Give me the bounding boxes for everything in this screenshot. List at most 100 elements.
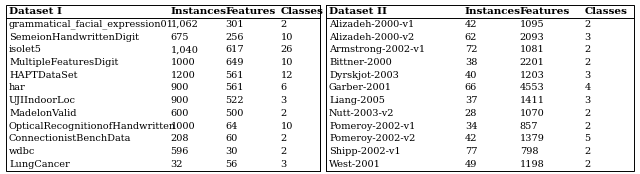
Text: 72: 72 <box>465 45 477 54</box>
Text: SemeionHandwrittenDigit: SemeionHandwrittenDigit <box>9 33 139 42</box>
Text: Features: Features <box>520 7 570 16</box>
Text: 30: 30 <box>225 147 238 156</box>
Bar <box>326 5 634 171</box>
Text: LungCancer: LungCancer <box>9 160 70 169</box>
Text: 900: 900 <box>171 96 189 105</box>
Text: isolet5: isolet5 <box>9 45 42 54</box>
Text: 617: 617 <box>225 45 244 54</box>
Text: 2: 2 <box>280 134 287 143</box>
Text: 10: 10 <box>280 121 293 130</box>
Text: 3: 3 <box>584 96 591 105</box>
Text: 500: 500 <box>225 109 244 118</box>
Text: 798: 798 <box>520 147 538 156</box>
Text: 208: 208 <box>171 134 189 143</box>
Text: Pomeroy-2002-v1: Pomeroy-2002-v1 <box>329 121 415 130</box>
Text: 1095: 1095 <box>520 20 545 29</box>
Text: Shipp-2002-v1: Shipp-2002-v1 <box>329 147 401 156</box>
Text: 1,040: 1,040 <box>171 45 198 54</box>
Text: 32: 32 <box>171 160 183 169</box>
Text: OpticalRecognitionofHandwritten: OpticalRecognitionofHandwritten <box>9 121 176 130</box>
Text: 2: 2 <box>584 109 591 118</box>
Text: 2: 2 <box>584 20 591 29</box>
Text: 64: 64 <box>225 121 238 130</box>
Text: 301: 301 <box>225 20 244 29</box>
Text: 2: 2 <box>280 20 287 29</box>
Text: 34: 34 <box>465 121 477 130</box>
Text: 256: 256 <box>225 33 244 42</box>
Text: Armstrong-2002-v1: Armstrong-2002-v1 <box>329 45 425 54</box>
Text: 561: 561 <box>225 71 244 80</box>
Text: Dataset II: Dataset II <box>329 7 387 16</box>
Text: 6: 6 <box>280 83 287 92</box>
Text: Nutt-2003-v2: Nutt-2003-v2 <box>329 109 394 118</box>
Text: 2: 2 <box>280 109 287 118</box>
Text: 38: 38 <box>465 58 477 67</box>
Text: grammatical_facial_expression01: grammatical_facial_expression01 <box>9 19 174 29</box>
Text: 649: 649 <box>225 58 244 67</box>
Text: 28: 28 <box>465 109 477 118</box>
Text: 2: 2 <box>584 58 591 67</box>
Text: Instances: Instances <box>171 7 227 16</box>
Text: 42: 42 <box>465 20 477 29</box>
Text: 1198: 1198 <box>520 160 545 169</box>
Text: 1070: 1070 <box>520 109 545 118</box>
Text: 522: 522 <box>225 96 244 105</box>
Text: Dyrskjot-2003: Dyrskjot-2003 <box>329 71 399 80</box>
Text: MultipleFeaturesDigit: MultipleFeaturesDigit <box>9 58 118 67</box>
Text: Bittner-2000: Bittner-2000 <box>329 58 392 67</box>
Text: Liang-2005: Liang-2005 <box>329 96 385 105</box>
Text: har: har <box>9 83 26 92</box>
Text: 5: 5 <box>584 134 591 143</box>
Text: 900: 900 <box>171 83 189 92</box>
Text: 1411: 1411 <box>520 96 545 105</box>
Text: ConnectionistBenchData: ConnectionistBenchData <box>9 134 131 143</box>
Text: Alizadeh-2000-v2: Alizadeh-2000-v2 <box>329 33 414 42</box>
Text: 77: 77 <box>465 147 477 156</box>
Text: 42: 42 <box>465 134 477 143</box>
Text: Garber-2001: Garber-2001 <box>329 83 392 92</box>
Text: 2: 2 <box>584 121 591 130</box>
Text: 26: 26 <box>280 45 293 54</box>
Text: 4: 4 <box>584 83 591 92</box>
Bar <box>6 5 320 171</box>
Text: 56: 56 <box>225 160 238 169</box>
Text: 3: 3 <box>584 71 591 80</box>
Text: 4553: 4553 <box>520 83 545 92</box>
Text: 37: 37 <box>465 96 477 105</box>
Text: Classes: Classes <box>280 7 323 16</box>
Text: 10: 10 <box>280 58 293 67</box>
Text: 3: 3 <box>280 160 287 169</box>
Text: 1379: 1379 <box>520 134 545 143</box>
Text: Classes: Classes <box>584 7 627 16</box>
Text: 3: 3 <box>280 96 287 105</box>
Text: 3: 3 <box>584 33 591 42</box>
Text: HAPTDataSet: HAPTDataSet <box>9 71 77 80</box>
Text: 1000: 1000 <box>171 121 195 130</box>
Text: 1200: 1200 <box>171 71 195 80</box>
Text: 40: 40 <box>465 71 477 80</box>
Text: 60: 60 <box>225 134 238 143</box>
Text: 2093: 2093 <box>520 33 545 42</box>
Text: 49: 49 <box>465 160 477 169</box>
Text: 561: 561 <box>225 83 244 92</box>
Text: MadelonValid: MadelonValid <box>9 109 76 118</box>
Text: 66: 66 <box>465 83 477 92</box>
Text: 2: 2 <box>584 160 591 169</box>
Text: 10: 10 <box>280 33 293 42</box>
Text: UJIIndoorLoc: UJIIndoorLoc <box>9 96 76 105</box>
Text: Pomeroy-2002-v2: Pomeroy-2002-v2 <box>329 134 415 143</box>
Text: Dataset I: Dataset I <box>9 7 62 16</box>
Text: 2: 2 <box>584 45 591 54</box>
Text: Instances: Instances <box>465 7 521 16</box>
Text: 1081: 1081 <box>520 45 545 54</box>
Text: Features: Features <box>225 7 276 16</box>
Text: 600: 600 <box>171 109 189 118</box>
Text: 675: 675 <box>171 33 189 42</box>
Text: West-2001: West-2001 <box>329 160 381 169</box>
Text: Alizadeh-2000-v1: Alizadeh-2000-v1 <box>329 20 414 29</box>
Text: 1203: 1203 <box>520 71 545 80</box>
Text: 1,062: 1,062 <box>171 20 198 29</box>
Text: 857: 857 <box>520 121 538 130</box>
Text: 62: 62 <box>465 33 477 42</box>
Text: 2: 2 <box>584 147 591 156</box>
